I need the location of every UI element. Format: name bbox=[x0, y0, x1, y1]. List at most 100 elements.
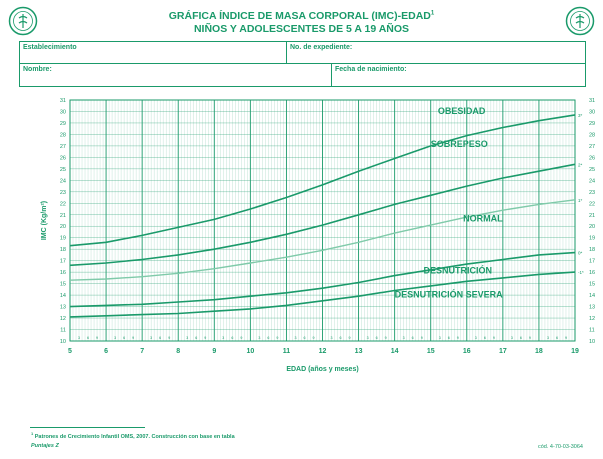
y-tick-label-right: 19 bbox=[589, 236, 595, 242]
y-tick-label-right: 30 bbox=[589, 109, 595, 115]
zone-label: NORMAL bbox=[463, 214, 503, 224]
y-tick-label-left: 17 bbox=[60, 259, 66, 265]
y-tick-label-left: 14 bbox=[60, 293, 66, 299]
month-tick-label: 9 bbox=[529, 336, 531, 340]
month-tick-label: 6 bbox=[303, 336, 305, 340]
y-tick-label-right: 21 bbox=[589, 213, 595, 219]
health-institution-logo-right bbox=[565, 6, 595, 36]
month-tick-label: 3 bbox=[150, 336, 152, 340]
zscore-curve-4 bbox=[69, 271, 576, 318]
zone-label: DESNUTRICIÓN SEVERA bbox=[395, 288, 504, 299]
month-tick-label: 9 bbox=[204, 336, 206, 340]
month-tick-label: 3 bbox=[511, 336, 513, 340]
x-tick-label: 16 bbox=[463, 348, 471, 355]
y-tick-label-left: 12 bbox=[60, 316, 66, 322]
x-tick-label: 13 bbox=[355, 348, 363, 355]
y-tick-label-left: 26 bbox=[60, 155, 66, 161]
month-tick-label: 9 bbox=[565, 336, 567, 340]
nombre-label: Nombre: bbox=[23, 66, 52, 73]
month-tick-label: 3 bbox=[114, 336, 116, 340]
expediente-label: No. de expediente: bbox=[290, 44, 353, 51]
curve-end-label: 0* bbox=[578, 251, 583, 256]
month-tick-label: 6 bbox=[520, 336, 522, 340]
month-tick-label: 9 bbox=[493, 336, 495, 340]
nacimiento-label: Fecha de nacimiento: bbox=[335, 66, 407, 73]
y-tick-label-right: 10 bbox=[589, 339, 595, 345]
month-tick-label: 9 bbox=[96, 336, 98, 340]
x-tick-label: 12 bbox=[319, 348, 327, 355]
month-tick-label: 9 bbox=[385, 336, 387, 340]
y-tick-label-right: 15 bbox=[589, 282, 595, 288]
y-tick-label-right: 27 bbox=[589, 144, 595, 150]
month-tick-label: 6 bbox=[448, 336, 450, 340]
establecimiento-field[interactable]: Establecimiento bbox=[20, 42, 287, 63]
x-axis-label: EDAD (años y meses) bbox=[286, 366, 358, 373]
month-tick-label: 3 bbox=[331, 336, 333, 340]
footnote-text: Patrones de Crecimiento Infantil OMS, 20… bbox=[34, 433, 235, 440]
y-tick-label-left: 24 bbox=[60, 178, 66, 184]
y-tick-label-right: 16 bbox=[589, 270, 595, 276]
document-code: cód. 4-70-03-3064 bbox=[538, 444, 583, 450]
x-tick-label: 17 bbox=[499, 348, 507, 355]
footnote-superscript: 1 bbox=[31, 431, 34, 436]
month-tick-label: 3 bbox=[475, 336, 477, 340]
month-tick-label: 6 bbox=[267, 336, 269, 340]
y-tick-label-right: 17 bbox=[589, 259, 595, 265]
establecimiento-label: Establecimiento bbox=[23, 44, 77, 51]
month-tick-label: 9 bbox=[240, 336, 242, 340]
month-tick-label: 3 bbox=[186, 336, 188, 340]
x-tick-label: 18 bbox=[535, 348, 543, 355]
y-tick-label-right: 24 bbox=[589, 178, 595, 184]
y-tick-label-left: 13 bbox=[60, 305, 66, 311]
month-tick-label: 9 bbox=[349, 336, 351, 340]
footnote-divider bbox=[30, 427, 145, 428]
y-tick-label-left: 20 bbox=[60, 224, 66, 230]
y-tick-label-right: 26 bbox=[589, 155, 595, 161]
y-tick-label-right: 14 bbox=[589, 293, 595, 299]
y-tick-label-right: 20 bbox=[589, 224, 595, 230]
chart-title-superscript: 1 bbox=[430, 10, 435, 17]
month-tick-label: 9 bbox=[132, 336, 134, 340]
x-tick-label: 7 bbox=[140, 348, 144, 355]
month-tick-label: 6 bbox=[123, 336, 125, 340]
y-tick-label-left: 25 bbox=[60, 167, 66, 173]
month-tick-label: 6 bbox=[231, 336, 233, 340]
month-tick-label: 6 bbox=[159, 336, 161, 340]
nombre-field[interactable]: Nombre: bbox=[20, 64, 332, 86]
month-tick-label: 3 bbox=[78, 336, 80, 340]
month-tick-label: 3 bbox=[222, 336, 224, 340]
month-tick-label: 9 bbox=[276, 336, 278, 340]
expediente-field[interactable]: No. de expediente: bbox=[287, 42, 585, 63]
month-tick-label: 9 bbox=[168, 336, 170, 340]
y-tick-label-left: 22 bbox=[60, 201, 66, 207]
y-tick-label-right: 11 bbox=[589, 328, 595, 334]
y-tick-label-right: 12 bbox=[589, 316, 595, 322]
month-tick-label: 3 bbox=[294, 336, 296, 340]
y-tick-label-left: 31 bbox=[60, 98, 66, 104]
y-tick-label-left: 10 bbox=[60, 339, 66, 345]
month-tick-label: 6 bbox=[195, 336, 197, 340]
month-tick-label: 6 bbox=[412, 336, 414, 340]
chart-title-line2: NIÑOS Y ADOLESCENTES DE 5 A 19 AÑOS bbox=[193, 23, 410, 35]
y-tick-label-left: 30 bbox=[60, 109, 66, 115]
y-tick-label-left: 23 bbox=[60, 190, 66, 196]
y-tick-label-left: 18 bbox=[60, 247, 66, 253]
month-tick-label: 9 bbox=[457, 336, 459, 340]
y-tick-label-left: 19 bbox=[60, 236, 66, 242]
y-tick-label-right: 29 bbox=[589, 121, 595, 127]
health-institution-logo-left bbox=[8, 6, 38, 36]
month-tick-label: 9 bbox=[312, 336, 314, 340]
y-tick-label-left: 28 bbox=[60, 132, 66, 138]
y-tick-label-left: 15 bbox=[60, 282, 66, 288]
y-tick-label-left: 11 bbox=[60, 328, 66, 334]
y-tick-label-right: 22 bbox=[589, 201, 595, 207]
y-tick-label-right: 23 bbox=[589, 190, 595, 196]
x-tick-label: 19 bbox=[571, 348, 579, 355]
chart-title-line1: GRÁFICA ÍNDICE DE MASA CORPORAL (IMC)-ED… bbox=[0, 10, 603, 22]
y-tick-label-left: 27 bbox=[60, 144, 66, 150]
curve-end-label: 1* bbox=[578, 198, 583, 203]
nacimiento-field[interactable]: Fecha de nacimiento: bbox=[332, 64, 585, 86]
x-tick-label: 9 bbox=[212, 348, 216, 355]
month-tick-label: 6 bbox=[87, 336, 89, 340]
x-tick-label: 15 bbox=[427, 348, 435, 355]
